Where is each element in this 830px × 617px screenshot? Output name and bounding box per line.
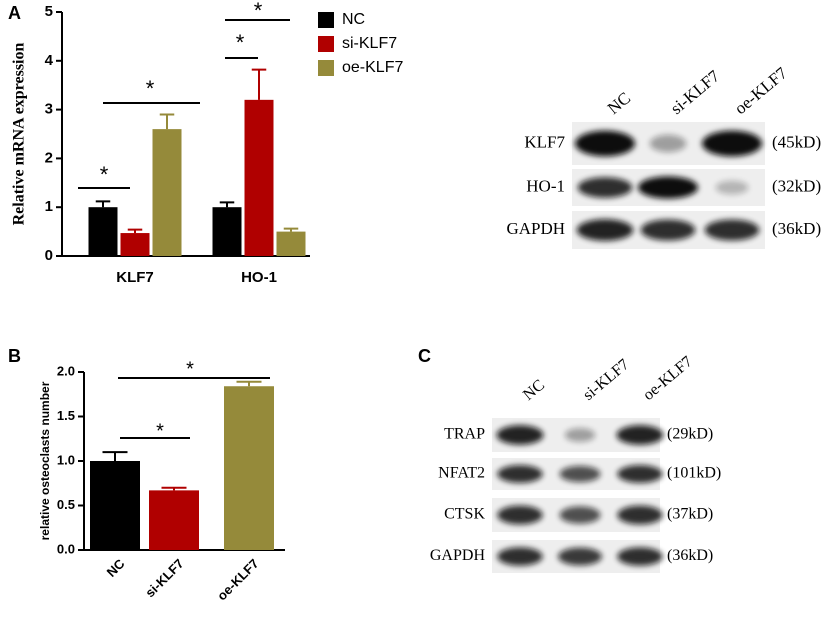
- panel-label: A: [8, 3, 21, 23]
- size-label: (36kD): [667, 547, 713, 564]
- lane-label: NC: [604, 88, 634, 118]
- error-bar: [283, 227, 299, 232]
- x-tick-label: NC: [104, 556, 128, 580]
- y-tick-label: 3: [45, 101, 53, 118]
- size-label: (37kD): [667, 506, 713, 523]
- blot-band: [577, 177, 633, 198]
- legend-swatch: [318, 12, 334, 28]
- lane-label: oe-KLF7: [731, 63, 791, 118]
- significance-star: *: [186, 358, 194, 380]
- bar: [149, 490, 199, 550]
- blot-band: [497, 547, 543, 566]
- blot-band: [704, 219, 760, 241]
- protein-label: GAPDH: [430, 547, 486, 564]
- y-tick-label: 5: [45, 3, 53, 20]
- blot-band: [715, 180, 749, 195]
- protein-label: NFAT2: [438, 465, 485, 482]
- error-bar: [127, 228, 143, 234]
- significance-star: *: [100, 162, 109, 187]
- blot-band: [702, 130, 762, 157]
- y-axis-label: Relative mRNA expression: [11, 43, 28, 226]
- significance-star: *: [146, 76, 155, 101]
- protein-label: GAPDH: [506, 219, 565, 238]
- y-tick-label: 4: [45, 52, 54, 69]
- size-label: (32kD): [772, 176, 821, 195]
- blot-band: [640, 219, 696, 241]
- y-tick-label: 0.5: [57, 497, 75, 512]
- y-tick-label: 0.0: [57, 541, 75, 556]
- blot-band: [575, 130, 635, 157]
- error-bar: [95, 200, 111, 208]
- bar: [90, 461, 140, 550]
- significance-star: *: [156, 420, 164, 442]
- blot-band: [638, 176, 698, 199]
- blot-band: [559, 465, 601, 483]
- x-tick-label: si-KLF7: [142, 556, 186, 600]
- lane-label: NC: [520, 377, 548, 404]
- blot-band: [617, 547, 663, 566]
- y-tick-label: 2: [45, 149, 53, 166]
- error-bar: [236, 380, 262, 387]
- panel-label: B: [8, 346, 21, 366]
- blot-band: [616, 425, 664, 445]
- blot-band: [558, 547, 602, 566]
- bar: [244, 99, 274, 256]
- x-tick-label: oe-KLF7: [214, 556, 261, 603]
- blot-band: [559, 506, 601, 524]
- y-tick-label: 1: [45, 198, 53, 215]
- size-label: (36kD): [772, 219, 821, 238]
- error-bar: [251, 68, 267, 100]
- error-bar: [159, 113, 175, 130]
- error-bar: [161, 486, 187, 491]
- x-tick-label: KLF7: [116, 269, 154, 286]
- blot-band: [564, 428, 596, 442]
- protein-label: TRAP: [444, 426, 485, 443]
- error-bar: [102, 451, 128, 461]
- legend-label: NC: [342, 11, 365, 28]
- protein-label: KLF7: [524, 132, 565, 151]
- protein-label: CTSK: [444, 506, 485, 523]
- lane-label: si-KLF7: [580, 356, 632, 404]
- bar: [152, 129, 182, 256]
- y-tick-label: 0: [45, 247, 53, 264]
- significance-star: *: [236, 30, 245, 55]
- lane-label: oe-KLF7: [640, 353, 696, 404]
- legend-swatch: [318, 36, 334, 52]
- bar: [276, 231, 306, 256]
- y-tick-label: 2.0: [57, 363, 75, 378]
- bar: [120, 233, 150, 256]
- blot-band: [617, 465, 663, 483]
- x-tick-label: HO-1: [241, 269, 277, 286]
- size-label: (29kD): [667, 426, 713, 443]
- blot-band: [576, 219, 634, 241]
- bar: [212, 207, 242, 256]
- panel-label: C: [418, 346, 431, 366]
- y-tick-label: 1.5: [57, 408, 75, 423]
- blot-band: [497, 505, 543, 525]
- bar: [88, 207, 118, 256]
- blot-band: [617, 505, 663, 525]
- blot-band: [497, 465, 543, 483]
- blot-band: [649, 134, 687, 153]
- legend-swatch: [318, 60, 334, 76]
- lane-label: si-KLF7: [667, 66, 724, 118]
- blot-band: [496, 425, 544, 445]
- bar: [224, 386, 274, 550]
- y-axis-label: relative osteoclasts number: [38, 381, 52, 540]
- legend-label: oe-KLF7: [342, 59, 403, 76]
- protein-label: HO-1: [526, 176, 565, 195]
- error-bar: [219, 201, 235, 208]
- size-label: (101kD): [667, 465, 721, 482]
- significance-star: *: [254, 0, 263, 23]
- legend-label: si-KLF7: [342, 35, 397, 52]
- size-label: (45kD): [772, 132, 821, 151]
- y-tick-label: 1.0: [57, 452, 75, 467]
